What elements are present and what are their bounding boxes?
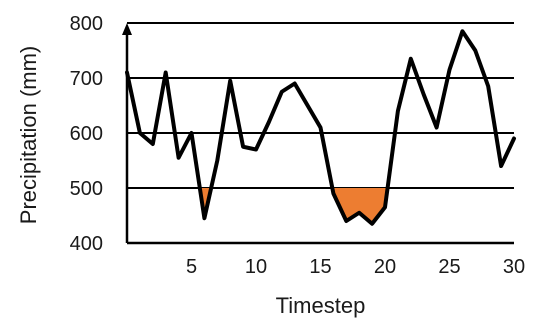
y-axis-arrow <box>122 23 132 35</box>
x-tick-label: 15 <box>309 256 331 278</box>
deficit-fill-1 <box>332 188 388 224</box>
y-tick-labels: 400 500 600 700 800 <box>70 13 103 255</box>
x-tick-label: 25 <box>438 256 460 278</box>
x-tick-label: 5 <box>186 256 197 278</box>
axes <box>122 23 514 245</box>
y-tick-label: 400 <box>70 233 103 255</box>
series-line-0 <box>125 29 516 226</box>
x-tick-label: 30 <box>503 256 525 278</box>
x-tick-labels: 5 10 15 20 25 30 <box>186 256 525 278</box>
y-tick-label: 500 <box>70 178 103 200</box>
y-tick-label: 800 <box>70 13 103 35</box>
x-tick-label: 10 <box>245 256 267 278</box>
x-tick-label: 20 <box>374 256 396 278</box>
y-tick-label: 700 <box>70 68 103 90</box>
y-axis-title: Precipitation (mm) <box>16 46 41 224</box>
x-axis-title: Timestep <box>276 293 366 318</box>
series-lines <box>125 29 516 226</box>
y-tick-label: 600 <box>70 123 103 145</box>
threshold-deficit-fills <box>199 188 388 224</box>
